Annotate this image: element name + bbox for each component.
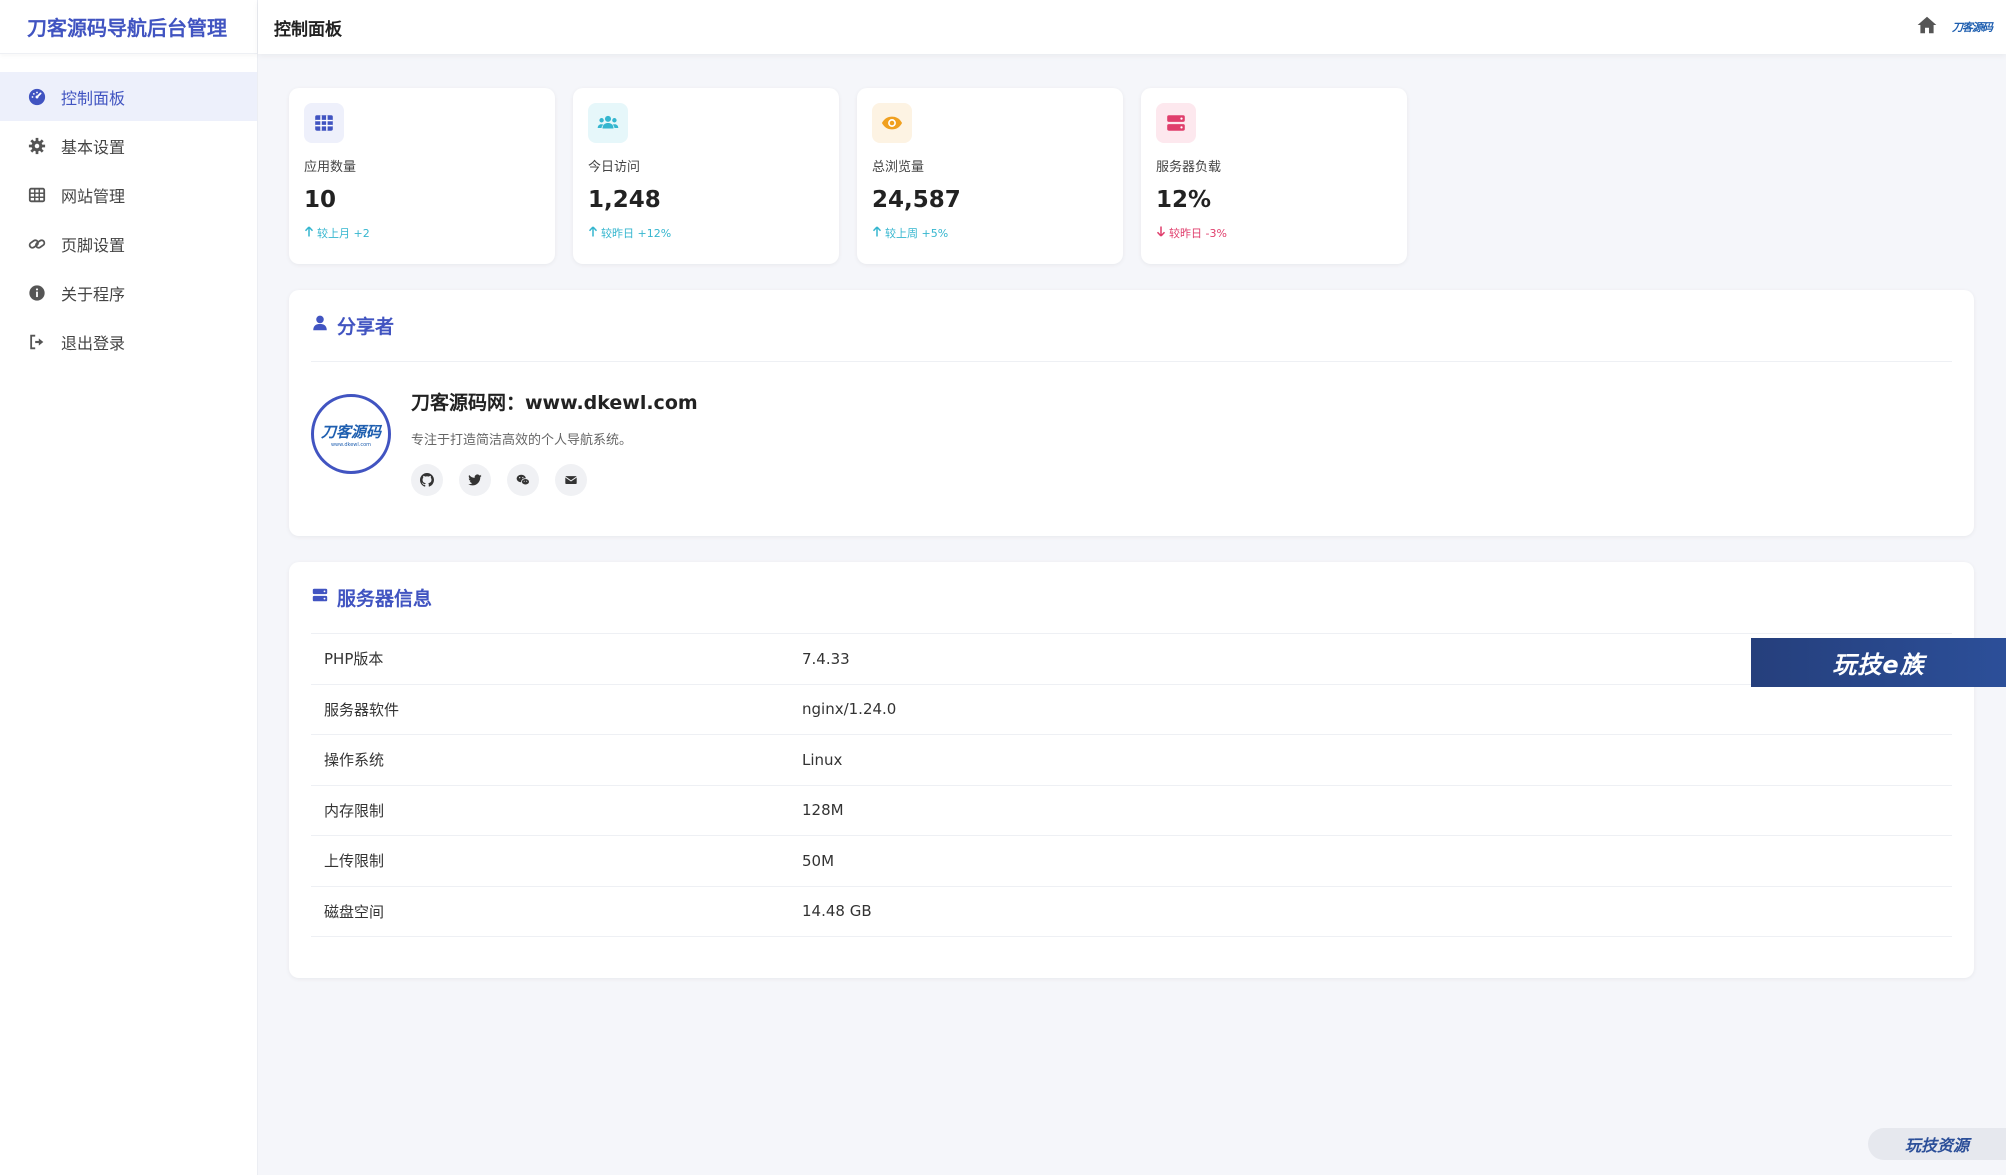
table-row: 上传限制 50M (311, 836, 1952, 887)
info-key: 磁盘空间 (324, 902, 385, 921)
table-icon (27, 185, 47, 205)
sidebar-item-logout[interactable]: 退出登录 (0, 317, 257, 366)
sidebar-item-label: 控制面板 (61, 88, 126, 108)
info-value: 50M (802, 851, 835, 870)
sidebar-item-footer-settings[interactable]: 页脚设置 (0, 219, 257, 268)
stat-label: 总浏览量 (872, 160, 925, 175)
panel-title: 服务器信息 (311, 562, 1952, 634)
info-value: nginx/1.24.0 (802, 700, 897, 719)
sidebar-item-site-management[interactable]: 网站管理 (0, 170, 257, 219)
info-value: 14.48 GB (802, 902, 872, 921)
github-icon[interactable] (411, 464, 443, 496)
table-row: 内存限制 128M (311, 786, 1952, 836)
sharer-profile: 刀客源码 www.dkewl.com 刀客源码网：www.dkewl.com 专… (311, 386, 698, 496)
stat-card-pageviews: 总浏览量 24,587 较上周 +5% (857, 88, 1123, 264)
logout-icon (27, 332, 47, 352)
app-title[interactable]: 刀客源码导航后台管理 (0, 0, 257, 54)
info-key: 上传限制 (324, 852, 385, 871)
sidebar-item-label: 基本设置 (61, 137, 126, 157)
info-value: 128M (802, 801, 844, 820)
watermark-banner: 玩技e族 (1751, 638, 2006, 687)
stat-label: 应用数量 (304, 160, 357, 175)
sidebar: 刀客源码导航后台管理 控制面板 基本设置 网站管理 页脚设置 (0, 0, 258, 1175)
link-icon (27, 234, 47, 254)
info-key: PHP版本 (324, 650, 384, 669)
stat-change: 较上周 +5% (872, 225, 1108, 241)
sidebar-item-label: 关于程序 (61, 284, 126, 304)
dashboard-icon (27, 87, 47, 107)
sidebar-item-about[interactable]: 关于程序 (0, 268, 257, 317)
grid-icon (304, 103, 344, 143)
stat-card-apps: 应用数量 10 较上月 +2 (289, 88, 555, 264)
social-links (411, 464, 698, 496)
users-icon (588, 103, 628, 143)
user-icon (311, 314, 329, 337)
sidebar-menu: 控制面板 基本设置 网站管理 页脚设置 关于程序 (0, 72, 257, 366)
table-row: PHP版本 7.4.33 (311, 634, 1952, 685)
watermark-corner: 玩技资源 (1868, 1128, 2006, 1160)
eye-icon (872, 103, 912, 143)
stat-label: 今日访问 (588, 160, 641, 175)
sidebar-item-dashboard[interactable]: 控制面板 (0, 72, 257, 121)
info-value: Linux (802, 750, 843, 769)
stat-value: 12% (1156, 187, 1212, 213)
info-key: 内存限制 (324, 801, 385, 820)
stat-change: 较昨日 +12% (588, 225, 824, 241)
stat-label: 服务器负载 (1156, 160, 1222, 175)
stat-change: 较昨日 -3% (1156, 225, 1392, 241)
sidebar-item-label: 网站管理 (61, 186, 126, 206)
server-info-table: PHP版本 7.4.33 服务器软件 nginx/1.24.0 操作系统 Lin… (311, 634, 1952, 937)
header-logo[interactable]: 刀客源码 (1952, 21, 1993, 34)
info-key: 操作系统 (324, 751, 385, 770)
page-title: 控制面板 (274, 19, 342, 40)
sharer-name: 刀客源码网：www.dkewl.com (411, 392, 698, 414)
arrow-down-icon (1156, 226, 1166, 240)
panel-title: 分享者 (311, 290, 1952, 362)
server-icon (1156, 103, 1196, 143)
table-row: 操作系统 Linux (311, 735, 1952, 786)
stat-change: 较上月 +2 (304, 225, 540, 241)
top-header: 控制面板 刀客源码 (258, 0, 2006, 54)
arrow-up-icon (872, 226, 882, 240)
twitter-icon[interactable] (459, 464, 491, 496)
info-icon (27, 283, 47, 303)
arrow-up-icon (588, 226, 598, 240)
table-row: 磁盘空间 14.48 GB (311, 887, 1952, 937)
avatar: 刀客源码 www.dkewl.com (311, 394, 391, 474)
gear-icon (27, 136, 47, 156)
stat-card-visits: 今日访问 1,248 较昨日 +12% (573, 88, 839, 264)
stat-card-server-load: 服务器负载 12% 较昨日 -3% (1141, 88, 1407, 264)
sharer-desc: 专注于打造简洁高效的个人导航系统。 (411, 433, 633, 448)
sidebar-item-label: 退出登录 (61, 333, 126, 353)
arrow-up-icon (304, 226, 314, 240)
sidebar-item-label: 页脚设置 (61, 235, 126, 255)
header-actions: 刀客源码 (1916, 0, 1993, 54)
home-icon[interactable] (1916, 14, 1938, 40)
info-key: 服务器软件 (324, 700, 400, 719)
sidebar-item-basic-settings[interactable]: 基本设置 (0, 121, 257, 170)
info-value: 7.4.33 (802, 649, 850, 668)
mail-icon[interactable] (555, 464, 587, 496)
stat-value: 24,587 (872, 187, 961, 213)
server-icon (311, 586, 329, 609)
wechat-icon[interactable] (507, 464, 539, 496)
sharer-panel: 分享者 刀客源码 www.dkewl.com 刀客源码网：www.dkewl.c… (289, 290, 1974, 536)
stat-value: 1,248 (588, 187, 661, 213)
server-info-panel: 服务器信息 PHP版本 7.4.33 服务器软件 nginx/1.24.0 操作… (289, 562, 1974, 978)
table-row: 服务器软件 nginx/1.24.0 (311, 685, 1952, 735)
sharer-info: 刀客源码网：www.dkewl.com 专注于打造简洁高效的个人导航系统。 (411, 386, 698, 496)
stat-value: 10 (304, 187, 337, 213)
